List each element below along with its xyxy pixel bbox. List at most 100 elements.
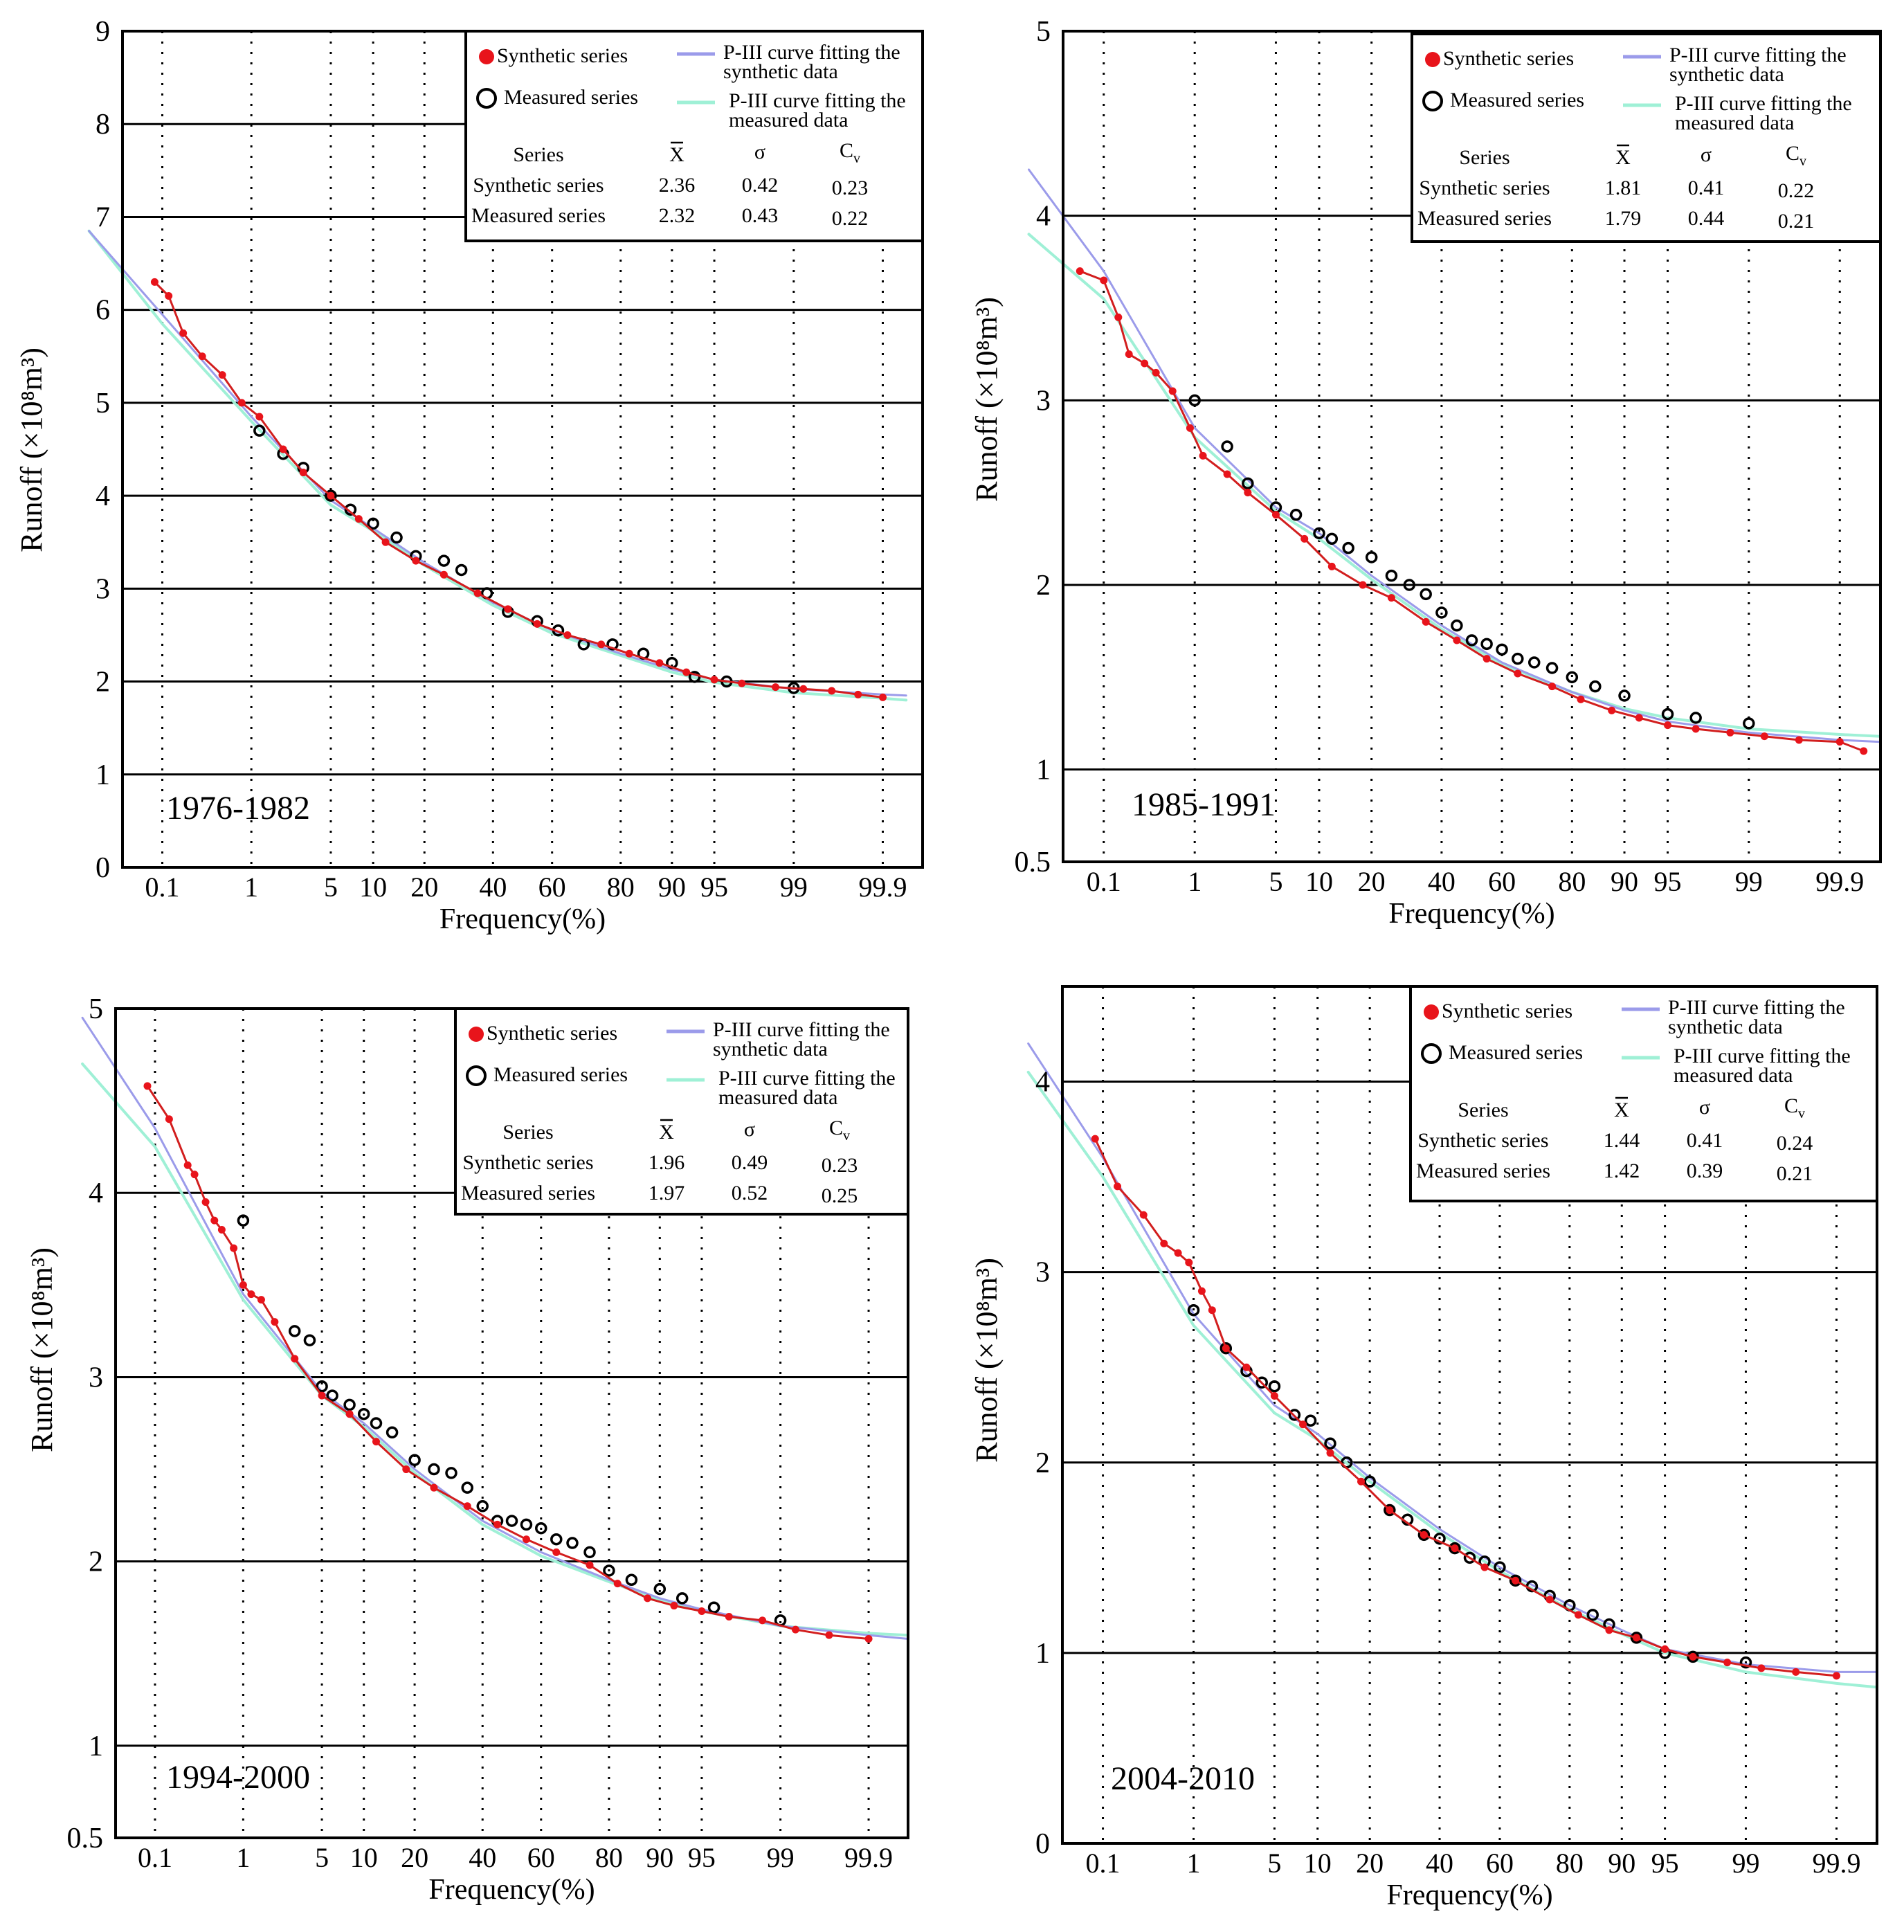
synthetic-point xyxy=(1574,1611,1582,1619)
synthetic-point xyxy=(1387,594,1395,602)
legend-synthetic-fit-label-2: synthetic data xyxy=(713,1038,828,1060)
y-axis-label-unit: (×10⁸m³) xyxy=(970,1258,1004,1369)
x-tick-label: 95 xyxy=(688,1842,716,1873)
synthetic-point xyxy=(354,515,363,523)
synthetic-point xyxy=(1726,728,1734,737)
synthetic-point xyxy=(1632,1634,1640,1642)
stats-header-sigma: σ xyxy=(1699,1096,1710,1119)
plot-frame xyxy=(1062,30,1882,863)
synthetic-point xyxy=(217,1225,226,1234)
y-tick-label: 2 xyxy=(1035,1447,1050,1479)
y-tick-label: 0.5 xyxy=(67,1823,104,1854)
measured-point xyxy=(1325,532,1339,545)
synthetic-point xyxy=(1300,534,1309,543)
synthetic-point xyxy=(1223,470,1231,478)
synthetic-point xyxy=(1271,511,1280,519)
x-tick-label: 80 xyxy=(607,872,635,903)
y-axis-label-unit: (×10⁸m³) xyxy=(15,347,48,459)
legend-measured-fit-label-2: measured data xyxy=(1674,1064,1793,1087)
synthetic-point xyxy=(1692,725,1700,733)
measured-point xyxy=(476,1500,489,1513)
synthetic-series-line xyxy=(1094,1137,1838,1677)
synthetic-point xyxy=(198,352,206,361)
x-tick-label: 80 xyxy=(1556,1848,1584,1879)
synthetic-point xyxy=(210,1216,219,1225)
measured-point xyxy=(1480,638,1493,651)
legend-measured-marker xyxy=(1421,1043,1442,1064)
x-tick-label: 10 xyxy=(350,1842,378,1873)
synthetic-point xyxy=(759,1616,767,1625)
x-tick-label: 80 xyxy=(1558,866,1586,897)
x-tick-label: 40 xyxy=(479,872,507,903)
stats-row-series: Synthetic series xyxy=(462,1151,593,1174)
synthetic-point xyxy=(372,1438,380,1446)
x-axis-label: Frequency(%) xyxy=(1388,898,1554,930)
measured-point xyxy=(1255,1376,1269,1389)
measured-point xyxy=(1385,569,1398,582)
legend-measured-label: Measured series xyxy=(504,86,638,109)
measured-point xyxy=(566,1537,579,1549)
measured-point xyxy=(1289,508,1303,521)
synthetic-point xyxy=(143,1082,152,1090)
x-tick-label: 20 xyxy=(1358,866,1386,897)
synthetic-point xyxy=(597,640,606,649)
y-tick-label: 4 xyxy=(1036,201,1051,233)
y-tick-label: 3 xyxy=(1035,1257,1050,1289)
x-tick-label: 60 xyxy=(1486,1848,1514,1879)
synthetic-point xyxy=(563,631,572,639)
y-tick-label: 3 xyxy=(89,1362,103,1393)
stats-header-cv: Cv xyxy=(1784,1094,1805,1121)
synthetic-point xyxy=(1795,736,1803,744)
synthetic-point xyxy=(247,1290,255,1299)
measured-point xyxy=(1363,1475,1376,1488)
measured-point xyxy=(707,1601,720,1614)
x-tick-label: 99 xyxy=(780,872,808,903)
synthetic-point xyxy=(179,329,188,337)
synthetic-point xyxy=(725,1613,733,1621)
legend-synthetic-label: Synthetic series xyxy=(487,1022,617,1045)
stats-header-cv-main: C xyxy=(1786,142,1799,165)
synthetic-point xyxy=(1168,387,1177,395)
synthetic-point xyxy=(1512,1576,1520,1585)
synthetic-point xyxy=(1076,267,1084,276)
y-tick-label: 1 xyxy=(96,759,110,791)
synthetic-point xyxy=(1664,721,1672,730)
synthetic-point xyxy=(586,1561,594,1569)
measured-point xyxy=(343,1398,356,1411)
y-axis-label-text: Runoff xyxy=(25,1359,59,1452)
synthetic-point xyxy=(318,1391,326,1400)
y-tick-label: 4 xyxy=(1035,1067,1050,1099)
legend-measured-marker xyxy=(476,88,497,109)
stats-row-mean: 1.79 xyxy=(1605,207,1642,230)
synthetic-point xyxy=(237,399,246,407)
synthetic-point xyxy=(533,620,541,628)
synthetic-point xyxy=(1208,1306,1216,1315)
measured-point xyxy=(237,1214,250,1227)
measured-point xyxy=(1384,1504,1396,1517)
y-tick-label: 1 xyxy=(89,1731,103,1762)
measured-point xyxy=(1324,1437,1336,1450)
stats-header-sigma: σ xyxy=(1701,143,1712,166)
x-tick-label: 0.1 xyxy=(145,872,180,903)
chart-title: 2004-2010 xyxy=(1111,1760,1255,1797)
measured-point xyxy=(1435,606,1448,619)
measured-point xyxy=(1365,551,1378,563)
stats-header-mean: X xyxy=(1615,146,1631,169)
y-tick-label: 0 xyxy=(1035,1828,1050,1860)
x-axis-label-text: Frequency xyxy=(428,1874,551,1906)
synthetic-point xyxy=(1422,617,1430,626)
legend-synthetic-marker xyxy=(479,49,494,64)
measured-point xyxy=(1221,440,1233,453)
x-tick-label: 60 xyxy=(538,872,566,903)
chart-title: 1985-1991 xyxy=(1132,786,1276,823)
measured-point xyxy=(253,424,266,437)
measured-point xyxy=(386,1426,399,1439)
x-axis-label-text: Frequency xyxy=(1386,1879,1509,1911)
synthetic-point xyxy=(201,1198,210,1207)
legend-synthetic-marker xyxy=(1425,52,1440,67)
legend-synthetic-label: Synthetic series xyxy=(1443,47,1574,70)
stats-header-cv-sub: v xyxy=(853,151,860,166)
stats-row-cv: 0.21 xyxy=(1777,1162,1813,1185)
legend-measured-marker xyxy=(466,1065,487,1086)
measured-point xyxy=(1527,656,1541,669)
